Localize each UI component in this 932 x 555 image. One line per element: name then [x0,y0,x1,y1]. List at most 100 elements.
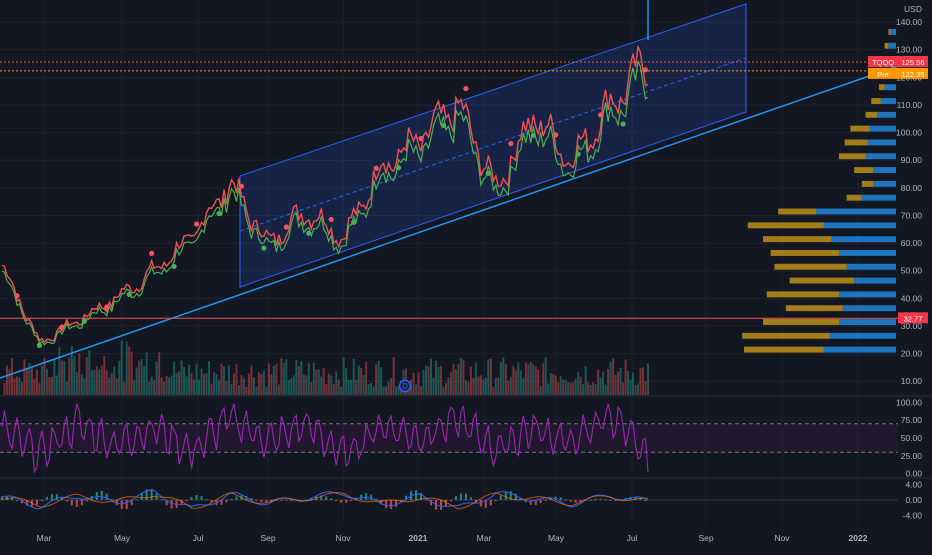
volume-bar [417,372,420,395]
volume-bar [602,371,605,395]
volume-bar [622,382,625,395]
volume-bar [205,373,208,395]
macd-histogram-bar [185,500,188,501]
volume-bar [35,369,38,395]
volume-profile-down-bar [742,332,830,339]
volume-bar [617,371,620,395]
price-tick-label: 70.00 [901,210,923,220]
volume-profile-down-bar [878,84,885,91]
macd-histogram-bar [290,500,293,501]
volume-bar [287,380,290,395]
volume-bar [213,372,216,395]
sell-signal-dot [418,135,424,142]
volume-bar [587,381,590,395]
drawn-lines[interactable]: D [0,0,899,393]
volume-bar [489,358,492,395]
premarket-badge-value-bg [898,67,928,79]
volume-bar [572,381,575,395]
volume-bar [420,386,423,395]
volume-bar [40,365,43,395]
volume-bar [487,359,490,395]
time-axis[interactable]: Mar May Jul Sep Nov 2021 Mar May Jul Sep Nov 2022 [37,533,868,543]
volume-bar [449,371,452,395]
volume-bar [297,366,300,395]
macd-histogram-bar [1,496,3,500]
volume-bar [88,350,91,395]
sell-signal-dot [463,85,469,92]
volume-bar [375,364,378,395]
macd-histogram-bar [45,496,48,500]
volume-bar [432,377,435,395]
volume-bar [547,383,550,395]
macd-tick-label: -4.00 [903,511,923,521]
volume-bar [529,361,532,395]
macd-histogram-bar [15,499,18,501]
volume-bar [155,361,158,395]
sell-signal-dot [59,324,65,330]
volume-bar [569,382,572,395]
dividend-marker-label: D [402,382,408,391]
volume-bar [647,363,649,395]
volume-bar [577,372,580,395]
volume-profile-up-bar [867,139,896,146]
volume-bar [272,365,275,395]
volume-bar [444,383,447,395]
macd-histogram-bar [534,500,537,506]
price-tick-label: 100.00 [896,128,922,138]
buy-signal-dot [575,151,581,157]
volume-bar [632,372,635,395]
sell-signal-dot [104,304,110,310]
moving-average-line [1,60,649,346]
volume-bars [3,340,649,395]
sell-signal-dot [598,112,604,118]
volume-bar [340,386,343,395]
volume-profile-down-bar [778,208,817,215]
volume-profile-up-bar [831,236,896,243]
volume-bar [185,376,188,395]
volume-bar [482,379,485,395]
volume-profile-down-bar [770,249,839,256]
macd-histogram-bar [365,493,368,500]
volume-bar [477,376,480,395]
sell-signal-dot [373,165,379,171]
dividend-marker[interactable] [398,379,412,393]
price-tick-label: 130.00 [896,45,922,55]
volume-profile-up-bar [823,346,896,353]
macd-histogram-bar [220,500,223,505]
volume-bar [492,386,495,395]
volume-bar [619,368,622,395]
macd-histogram-bar [385,500,388,508]
volume-bar [310,381,313,395]
volume-bar [242,378,245,395]
volume-bar [624,359,627,395]
sell-signal-dot [14,293,20,299]
macd-histogram-bar [25,500,28,506]
volume-bar [75,372,78,395]
macd-histogram-bar [499,495,502,500]
macd-histogram-bar [504,492,507,500]
ticker-badge-value: 125.56 [902,58,925,67]
volume-bar [8,369,11,395]
macd-histogram-bar [574,500,577,503]
volume-bar [267,363,270,395]
volume-profile-up-bar [873,167,896,174]
volume-profile-down-bar [846,194,862,201]
volume-bar [537,369,540,395]
volume-bar [118,360,121,395]
volume-profile-down-bar [844,139,868,146]
premarket-badge-value: 122.35 [902,70,925,79]
volume-bar [437,367,440,395]
volume-bar [332,384,335,395]
macd-histogram-bar [230,499,233,501]
price-axis[interactable]: USD140.00130.00120.00110.00100.0090.0080… [896,4,922,521]
macd-histogram-bar [40,500,43,502]
volume-bar [312,363,315,395]
sell-signal-dot [149,250,155,256]
macd-histogram-bar [420,493,423,500]
volume-bar [390,378,393,395]
volume-bar [362,375,365,395]
volume-bar [629,379,632,395]
volume-bar [80,374,83,395]
